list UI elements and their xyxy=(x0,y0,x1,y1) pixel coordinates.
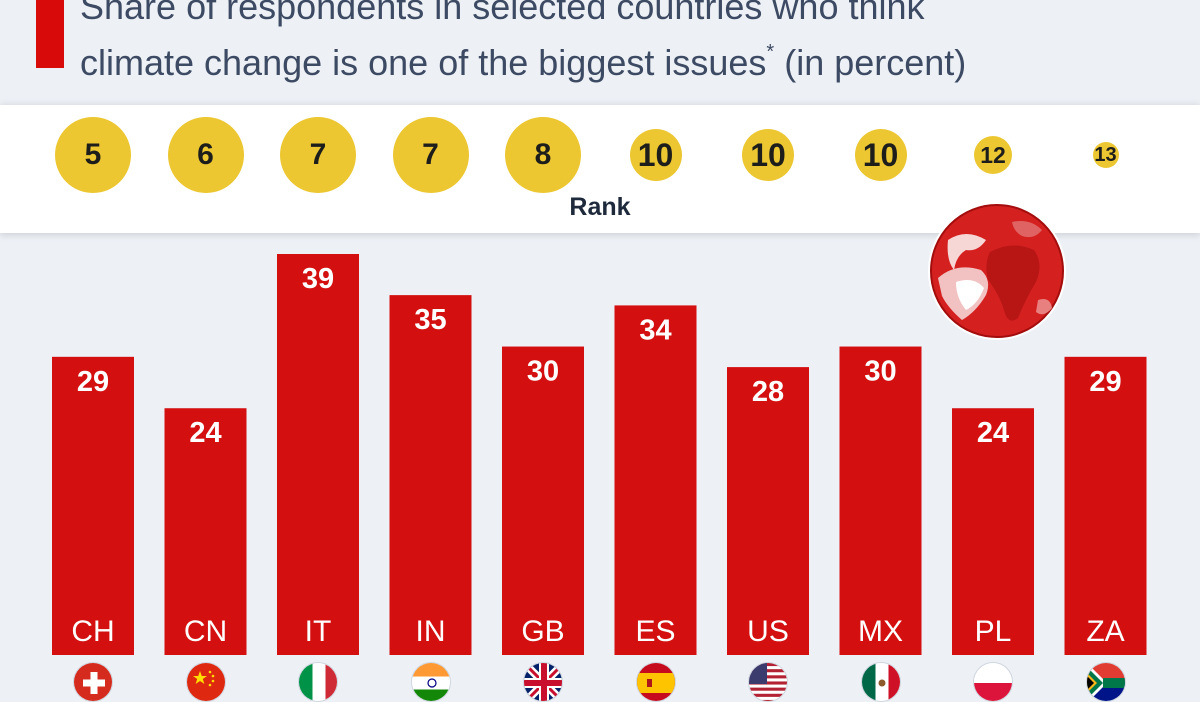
italy-flag-icon xyxy=(298,662,338,702)
title-asterisk: * xyxy=(766,41,775,63)
uk-flag-icon xyxy=(523,662,563,702)
title-unit: (in percent) xyxy=(774,42,967,83)
bar-value-label-pl: 24 xyxy=(977,417,1009,449)
category-label-cn: CN xyxy=(184,615,227,648)
bar-in xyxy=(389,295,472,655)
category-label-ch: CH xyxy=(71,615,114,648)
china-flag-icon xyxy=(185,662,226,702)
chart-title-line-2-text: climate change is one of the biggest iss… xyxy=(80,42,767,83)
bar-us xyxy=(727,367,809,655)
bar-pl xyxy=(952,408,1034,655)
bar-ch xyxy=(52,356,134,655)
rank-badge-in: 7 xyxy=(392,117,469,193)
chart-title-line-1: Share of respondents in selected countri… xyxy=(80,0,925,27)
rank-label: Rank xyxy=(569,193,631,221)
rank-badge-it: 7 xyxy=(280,117,356,193)
usa-flag-icon xyxy=(748,662,788,702)
bar-cn xyxy=(164,408,247,655)
globe-icon xyxy=(928,202,1066,340)
bar-value-label-mx: 30 xyxy=(864,356,896,388)
bar-es xyxy=(614,305,697,655)
rank-badge-mx: 10 xyxy=(854,129,907,181)
bar-value-label-es: 34 xyxy=(639,314,671,346)
bar-value-label-cn: 24 xyxy=(189,417,221,449)
rank-badge-za: 13 xyxy=(1092,142,1119,168)
category-label-gb: GB xyxy=(521,615,564,648)
rank-badge-cn: 6 xyxy=(167,117,244,193)
bar-mx xyxy=(839,346,922,655)
bar-value-label-us: 28 xyxy=(752,376,784,408)
bar-value-label-gb: 30 xyxy=(527,356,559,388)
spain-flag-icon xyxy=(635,662,676,702)
south-africa-flag-icon xyxy=(1085,662,1126,702)
bar-gb xyxy=(502,346,584,655)
mexico-flag-icon xyxy=(860,662,901,702)
rank-badge-gb: 8 xyxy=(505,117,581,193)
india-flag-icon xyxy=(410,662,451,702)
bar-it xyxy=(277,254,359,655)
bar-value-label-in: 35 xyxy=(414,304,446,336)
category-label-it: IT xyxy=(305,615,332,648)
poland-flag-icon xyxy=(973,662,1013,702)
bar-za xyxy=(1064,356,1147,655)
category-label-pl: PL xyxy=(975,615,1012,648)
category-label-in: IN xyxy=(416,615,446,648)
rank-badge-us: 10 xyxy=(742,129,794,181)
rank-badge-es: 10 xyxy=(629,129,682,181)
title-accent-bar xyxy=(36,0,64,68)
category-label-za: ZA xyxy=(1086,615,1124,648)
rank-badge-ch: 5 xyxy=(55,117,131,193)
category-label-es: ES xyxy=(635,615,675,648)
bar-value-label-ch: 29 xyxy=(77,366,109,398)
category-label-us: US xyxy=(747,615,789,648)
switzerland-flag-icon xyxy=(73,662,113,702)
rank-badge-pl: 12 xyxy=(974,136,1012,174)
chart-title-line-2: climate change is one of the biggest iss… xyxy=(80,35,966,84)
bar-value-label-it: 39 xyxy=(302,263,334,295)
category-label-mx: MX xyxy=(858,615,903,648)
bar-value-label-za: 29 xyxy=(1089,366,1121,398)
